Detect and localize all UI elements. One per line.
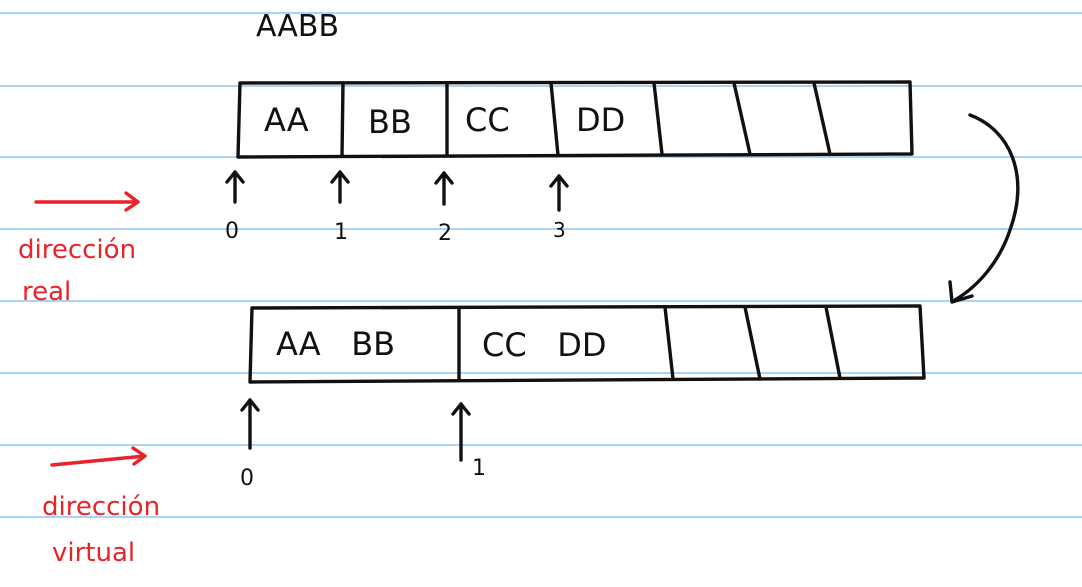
real-cell-aa: AA: [264, 101, 309, 139]
virtual-divider-4: [824, 305, 842, 380]
real-index-3: 3: [553, 218, 566, 242]
virtual-cell-aabb: AA BB: [276, 325, 395, 363]
real-memory-row: AA BB CC DD: [236, 80, 914, 159]
real-arrow-0: [225, 170, 245, 204]
real-caption-line1: dirección: [18, 235, 136, 265]
real-cell-cc: CC: [465, 101, 510, 139]
mapping-arrow: [953, 113, 1020, 302]
virtual-index-arrows: [240, 398, 471, 462]
virtual-index-0: 0: [240, 466, 254, 491]
real-direction-arrow: [34, 191, 140, 212]
real-index-2: 2: [438, 221, 452, 246]
real-memory-outline: [236, 80, 914, 159]
mapping-arrow-head: [948, 280, 974, 304]
virtual-arrow-1: [451, 402, 471, 462]
real-index-arrows: [225, 170, 569, 212]
real-arrow-1: [330, 170, 350, 204]
virtual-caption-line2: virtual: [52, 538, 135, 568]
real-cell-dd: DD: [576, 101, 625, 139]
real-index-0: 0: [225, 219, 239, 244]
real-divider-4: [652, 81, 664, 156]
top-label: AABB: [256, 9, 339, 44]
virtual-cell-ccdd: CC DD: [482, 326, 606, 364]
real-divider-1: [340, 81, 345, 158]
real-divider-6: [812, 81, 832, 156]
real-index-1: 1: [334, 220, 348, 245]
virtual-arrow-0: [240, 398, 260, 450]
real-divider-5: [732, 81, 752, 156]
real-arrow-2: [434, 171, 454, 206]
virtual-divider-2: [663, 305, 675, 381]
virtual-caption-line1: dirección: [42, 492, 160, 522]
ruled-lines: [0, 12, 1082, 518]
virtual-index-1: 1: [472, 456, 486, 481]
virtual-memory-outline: [248, 304, 926, 384]
virtual-memory-row: AA BB CC DD: [248, 304, 926, 384]
real-divider-3: [549, 81, 560, 157]
real-arrow-3: [549, 174, 569, 212]
virtual-direction-arrow: [50, 446, 147, 467]
real-cell-bb: BB: [368, 103, 412, 141]
real-caption-line2: real: [22, 277, 71, 307]
virtual-divider-3: [743, 305, 762, 381]
